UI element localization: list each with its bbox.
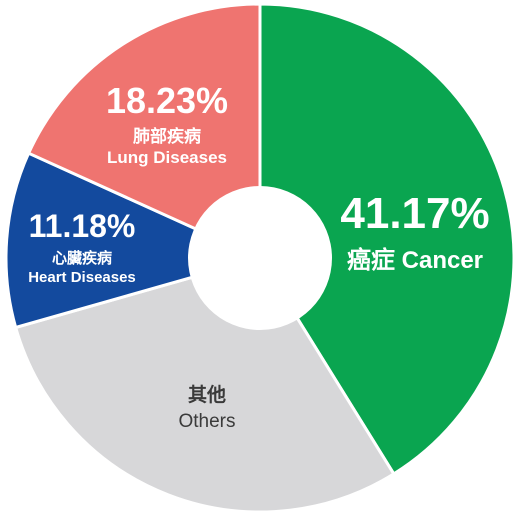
slices-group [4, 2, 516, 514]
slice-label-cancer: 癌症 Cancer [347, 246, 483, 274]
donut-hole [188, 186, 332, 330]
slice-value-lung: 18.23% [106, 80, 228, 121]
slice-value-heart: 11.18% [29, 208, 136, 244]
pie-slice-heart [4, 151, 265, 330]
slice-label-others-zh: 其他 [188, 383, 226, 406]
pie-slice-others [13, 256, 396, 514]
slice-value-cancer: 41.17% [340, 189, 489, 238]
pie-slice-cancer [258, 2, 516, 476]
pie-slice-lung [26, 2, 262, 261]
slice-label-heart-en: Heart Diseases [28, 269, 136, 286]
slice-label-lung-en: Lung Diseases [107, 148, 227, 167]
slice-label-heart-zh: 心臟疾病 [52, 249, 112, 267]
slice-label-lung-zh: 肺部疾病 [133, 126, 201, 146]
slice-label-others-en: Others [178, 411, 235, 432]
